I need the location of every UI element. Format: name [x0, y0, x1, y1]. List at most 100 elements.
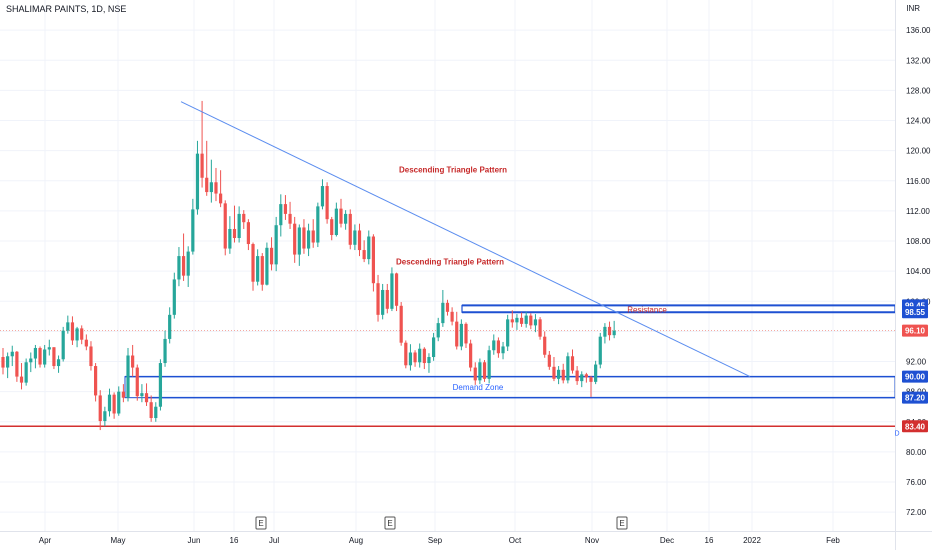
- candle-body: [589, 377, 593, 382]
- candle-body: [131, 355, 135, 368]
- earnings-marker-label: E: [258, 519, 263, 528]
- candle-body: [478, 362, 482, 381]
- price-label-box: [902, 420, 928, 433]
- candle-body: [297, 227, 301, 255]
- candle-body: [529, 315, 533, 326]
- candle-body: [168, 314, 172, 339]
- candle-body: [348, 213, 352, 245]
- grid-layer: [0, 0, 895, 531]
- candle-body: [98, 395, 102, 422]
- candle-body: [519, 317, 524, 324]
- candle-body: [70, 322, 75, 341]
- candle-body: [357, 230, 362, 251]
- candle-body: [242, 213, 246, 223]
- candle-body: [607, 326, 612, 336]
- candle-body: [418, 348, 422, 363]
- candle-body: [135, 367, 139, 397]
- candle-body: [408, 352, 413, 366]
- candle-body: [33, 347, 38, 359]
- time-axis[interactable]: Apr May Jun 16 Jul Aug Sep Oct Nov Dec 16 2022 Feb: [39, 536, 841, 545]
- candle-body: [436, 323, 440, 338]
- earnings-marker: [616, 516, 628, 530]
- price-label: 98.55: [905, 308, 926, 317]
- candle-body: [566, 356, 570, 381]
- candle-body: [455, 321, 459, 347]
- candle-body: [214, 182, 218, 194]
- candle-body: [492, 340, 496, 351]
- candle-body: [256, 256, 260, 282]
- y-tick-label: 120.00: [906, 147, 931, 156]
- candle-body: [431, 337, 436, 358]
- drawing-layer: [180, 101, 751, 378]
- candle-body: [1, 357, 5, 368]
- candle-body: [172, 279, 176, 315]
- candle-body: [24, 362, 28, 383]
- candle-body: [107, 394, 112, 412]
- price-label: 99.45: [905, 301, 926, 310]
- candle-body: [10, 351, 14, 357]
- candle-body: [543, 336, 547, 355]
- candle-body: [441, 302, 445, 324]
- candle-body: [75, 328, 79, 341]
- candle-body: [524, 315, 528, 324]
- symbol-title: SHALIMAR PAINTS, 1D, NSE: [6, 4, 127, 14]
- y-tick-label: 124.00: [906, 117, 931, 126]
- y-tick-label: 136.00: [906, 26, 931, 35]
- candle-body: [570, 356, 575, 371]
- price-label: 83.40: [905, 422, 926, 431]
- candle-body: [246, 222, 250, 245]
- annotation-pattern: Descending Triangle Pattern: [399, 165, 507, 174]
- earnings-marker: [255, 516, 267, 530]
- price-label: 90.00: [905, 373, 926, 382]
- candle-body: [209, 182, 213, 193]
- candle-body: [510, 319, 514, 323]
- candle-body: [260, 256, 264, 285]
- candle-body: [158, 363, 163, 407]
- candle-body: [334, 208, 338, 235]
- candle-body: [84, 339, 88, 347]
- candle-body: [195, 153, 200, 210]
- x-tick-label: Oct: [509, 536, 522, 545]
- x-tick-label: Sep: [428, 536, 443, 545]
- candle-body: [362, 250, 366, 260]
- candle-body: [487, 350, 491, 379]
- annotation-pattern: Descending Triangle Pattern: [396, 257, 504, 266]
- candle-body: [283, 204, 288, 214]
- x-tick-label: Apr: [39, 536, 52, 545]
- candle-body: [506, 319, 510, 347]
- candle-body: [404, 342, 408, 366]
- annotation-demand: Demand Zone: [453, 383, 504, 392]
- candle-body: [269, 247, 274, 265]
- descending-trendline: [180, 101, 751, 378]
- candle-body: [232, 228, 237, 239]
- candle-body: [422, 348, 426, 364]
- x-tick-label: 16: [705, 536, 714, 545]
- x-tick-label: May: [110, 536, 125, 545]
- candle-body: [163, 338, 167, 364]
- candle-body: [311, 230, 315, 243]
- earnings-marker-label: E: [387, 519, 392, 528]
- candle-body: [47, 347, 51, 350]
- candle-body: [464, 323, 468, 344]
- candle-body: [80, 328, 84, 340]
- x-tick-label: Feb: [826, 536, 840, 545]
- candle-body: [496, 340, 501, 354]
- candle-body: [533, 319, 538, 326]
- candle-body: [427, 357, 431, 364]
- candle-body: [376, 283, 380, 315]
- candle-body: [450, 311, 454, 322]
- x-tick-label: Jun: [188, 536, 201, 545]
- candle-body: [274, 225, 278, 265]
- y-tick-label: 80.00: [906, 448, 927, 457]
- y-tick-label: 72.00: [906, 508, 927, 517]
- price-axis[interactable]: 72.0076.0080.0084.0088.0092.0096.00100.0…: [894, 26, 931, 517]
- candle-body: [61, 330, 65, 360]
- candle-body: [459, 323, 463, 347]
- annotation-resistance: Resistance: [627, 306, 667, 315]
- candle-body: [473, 367, 477, 381]
- candle-body: [103, 411, 107, 422]
- price-label-box: [902, 370, 928, 383]
- y-tick-label: 132.00: [906, 56, 931, 65]
- candle-body: [94, 366, 98, 396]
